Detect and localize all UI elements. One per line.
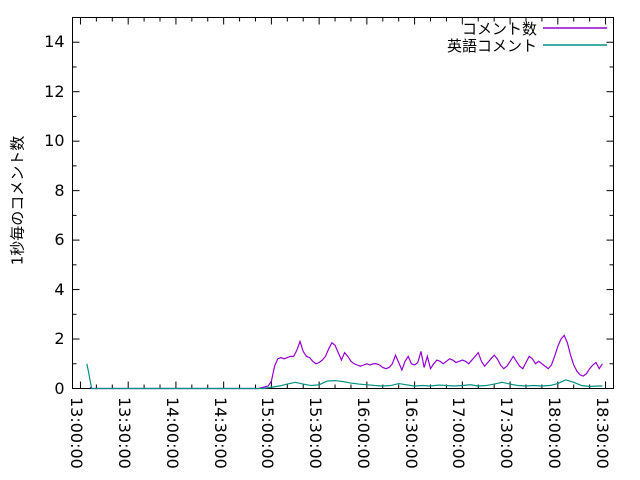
- y-tick-label: 0: [54, 378, 65, 398]
- x-tick-label: 14:00:00: [162, 396, 182, 469]
- y-tick-label: 6: [54, 230, 65, 250]
- series-line-1: [89, 334, 603, 390]
- y-tick-label: 14: [44, 32, 65, 52]
- y-tick-label: 4: [54, 279, 65, 299]
- x-tick-label: 18:00:00: [544, 396, 564, 469]
- x-tick-marks: [79, 17, 607, 389]
- x-tick-label: 13:00:00: [67, 396, 87, 469]
- x-tick-label: 17:30:00: [497, 396, 517, 469]
- legend-label-2: 英語コメント: [446, 37, 537, 55]
- x-tick-label: 14:30:00: [210, 396, 230, 469]
- series-line-2: [86, 363, 603, 390]
- x-tick-label: 15:30:00: [306, 396, 326, 469]
- y-tick-label: 2: [54, 329, 65, 349]
- x-tick-label: 16:00:00: [353, 396, 373, 469]
- x-tick-label: 13:30:00: [115, 396, 135, 469]
- legend-label-1: コメント数: [461, 20, 537, 38]
- y-tick-label: 8: [54, 180, 65, 200]
- x-tick-label: 15:00:00: [258, 396, 278, 469]
- y-tick-label: 10: [44, 131, 65, 151]
- plot-border: [72, 17, 614, 389]
- y-tick-marks: [72, 41, 614, 389]
- y-tick-label: 12: [44, 81, 65, 101]
- x-tick-label: 18:30:00: [592, 396, 612, 469]
- x-tick-label: 16:30:00: [401, 396, 421, 469]
- x-tick-label: 17:00:00: [449, 396, 469, 469]
